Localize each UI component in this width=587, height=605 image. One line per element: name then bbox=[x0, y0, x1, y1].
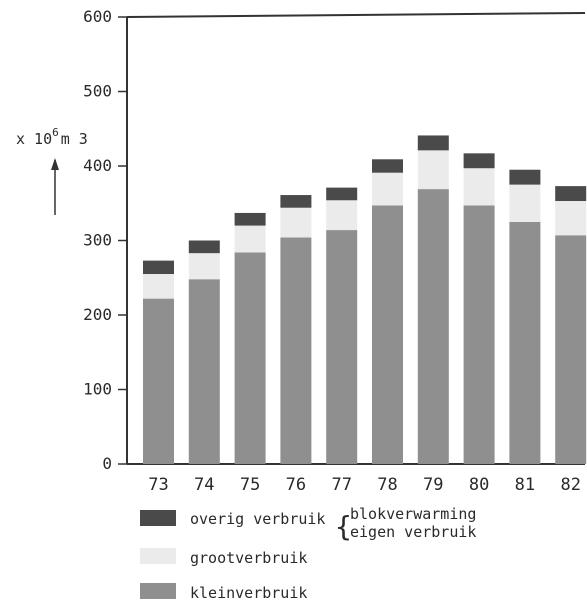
y-ticks: 0 100 200 300 400 500 600 bbox=[83, 7, 127, 473]
bar-overig-verbruik-74 bbox=[188, 240, 220, 254]
bar-grootverbruik-82 bbox=[555, 201, 587, 236]
bar-kleinverbruik-74 bbox=[188, 279, 220, 464]
bar-grootverbruik-73 bbox=[143, 274, 174, 299]
bar-grootverbruik-78 bbox=[372, 172, 403, 206]
bar-overig-verbruik-73 bbox=[143, 260, 174, 275]
bar-kleinverbruik-82 bbox=[555, 235, 587, 464]
legend-label-overig: overig verbruik bbox=[190, 510, 325, 528]
y-axis-arrow-head bbox=[51, 158, 59, 170]
bar-grootverbruik-74 bbox=[188, 253, 220, 280]
y-tick-label: 400 bbox=[83, 156, 112, 175]
top-frame-line bbox=[126, 12, 586, 18]
bar-grootverbruik-75 bbox=[234, 225, 266, 253]
x-tick-label: 75 bbox=[240, 475, 260, 495]
bar-overig-verbruik-80 bbox=[463, 153, 495, 169]
legend-swatch-overig bbox=[140, 510, 176, 526]
x-tick-label: 76 bbox=[286, 475, 306, 495]
legend-brace: { bbox=[335, 510, 352, 543]
x-tick-label: 73 bbox=[148, 475, 168, 495]
bar-overig-verbruik-78 bbox=[372, 159, 403, 173]
bar-grootverbruik-80 bbox=[463, 168, 495, 206]
y-tick-label: 600 bbox=[83, 7, 112, 26]
bar-kleinverbruik-80 bbox=[463, 205, 495, 465]
bar-kleinverbruik-78 bbox=[372, 205, 403, 465]
bar-grootverbruik-81 bbox=[509, 184, 541, 222]
bar-grootverbruik-77 bbox=[326, 200, 358, 231]
legend-label-blokverwarming: blokverwarming bbox=[350, 505, 476, 523]
bar-grootverbruik-79 bbox=[417, 150, 449, 190]
legend-swatch-klein bbox=[140, 583, 176, 599]
bar-kleinverbruik-73 bbox=[143, 298, 174, 464]
y-axis-label: x 106 m 3 bbox=[16, 126, 88, 148]
x-tick-label: 77 bbox=[331, 475, 351, 495]
x-tick-label: 82 bbox=[560, 475, 580, 495]
x-tick-label: 79 bbox=[423, 475, 443, 495]
bar-kleinverbruik-76 bbox=[280, 237, 312, 464]
bars bbox=[143, 135, 587, 465]
bar-overig-verbruik-76 bbox=[280, 195, 312, 208]
bar-kleinverbruik-77 bbox=[326, 230, 358, 464]
x-tick-label: 80 bbox=[469, 475, 489, 495]
y-tick-label: 300 bbox=[83, 231, 112, 250]
legend-label-klein: kleinverbruik bbox=[190, 584, 307, 602]
bar-overig-verbruik-77 bbox=[326, 187, 358, 201]
x-tick-label: 74 bbox=[194, 475, 214, 495]
legend: overig verbruik { blokverwarming eigen v… bbox=[140, 505, 476, 602]
y-tick-label: 0 bbox=[102, 454, 112, 473]
bar-kleinverbruik-75 bbox=[234, 252, 266, 464]
bar-overig-verbruik-81 bbox=[509, 169, 541, 185]
bar-kleinverbruik-79 bbox=[417, 189, 449, 464]
bar-grootverbruik-76 bbox=[280, 207, 312, 238]
y-tick-label: 500 bbox=[83, 82, 112, 101]
y-tick-label: 200 bbox=[83, 305, 112, 324]
legend-swatch-groot bbox=[140, 548, 176, 564]
x-tick-labels: 73 74 75 76 77 78 79 80 81 82 bbox=[148, 475, 581, 495]
x-tick-label: 78 bbox=[377, 475, 397, 495]
y-axis-label-exponent: 6 bbox=[52, 126, 59, 139]
bar-overig-verbruik-82 bbox=[555, 186, 587, 202]
legend-label-groot: grootverbruik bbox=[190, 549, 307, 567]
x-tick-label: 81 bbox=[515, 475, 535, 495]
y-tick-label: 100 bbox=[83, 380, 112, 399]
bar-overig-verbruik-75 bbox=[234, 212, 266, 226]
legend-label-eigen-verbruik: eigen verbruik bbox=[350, 523, 476, 541]
bar-kleinverbruik-81 bbox=[509, 221, 541, 464]
bar-overig-verbruik-79 bbox=[417, 135, 449, 151]
